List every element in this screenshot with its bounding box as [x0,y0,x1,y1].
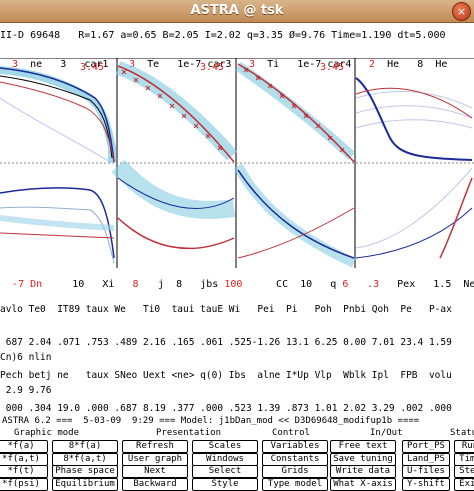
menu-button-f-psi[interactable]: *f(psi) [0,477,48,491]
panel-te [115,61,238,163]
menu-button-port-ps[interactable]: Port_PS [402,440,450,453]
menu-group-graphic: Graphic mode [14,428,80,438]
menu-button-variables[interactable]: Variables [262,440,328,453]
bottom-label-2: j 8 jbs 100 [158,279,243,290]
menu-button-8-f-a-t[interactable]: 8*f(a,t) [52,452,118,466]
menu-button-land-ps[interactable]: Land_PS [402,452,450,466]
menu-button-exit[interactable]: Exit [454,477,474,491]
panel-ne [0,66,116,164]
data-table: avlo Te0 IT89 taux We Ti0 taui tauE Wi P… [0,282,452,425]
panel-he [355,77,473,161]
menu-button-phase-space[interactable]: Phase space [52,465,118,478]
parameter-header: II-D 69648 R=1.67 a=0.65 B=2.05 I=2.02 q… [0,30,446,41]
menu-group-control: Control [272,428,310,438]
plot-title-ti: 3 Ti 1e-7 car4 [249,59,352,70]
menu-button-f-a-t[interactable]: *f(a,t) [0,452,48,466]
menu-button-y-shift[interactable]: Y-shift [402,477,450,491]
menu-button-time[interactable]: Time [454,452,474,466]
profile-plots[interactable] [0,58,474,268]
menu-button-write-data[interactable]: Write data [330,465,396,478]
panel-dn-xi [0,187,115,264]
table-row: Pech betj ne taux SNeo Uext <ne> q(0) Ib… [0,370,452,381]
scale-label-3: 3.45 [320,62,345,73]
menu-button-type-model[interactable]: Type model [262,477,328,491]
control-menu: ASTRA 6.2 === 5-03-09 9:29 === Model: j1… [0,416,474,491]
menu-button-free-text[interactable]: Free text [330,440,396,453]
menu-button-f-a[interactable]: *f(a) [0,440,48,453]
menu-status-line: ASTRA 6.2 === 5-03-09 9:29 === Model: j1… [2,416,420,426]
menu-button-save-tuning[interactable]: Save tuning [330,452,396,466]
scale-label-1: 3.45 [80,62,105,73]
panel-j-jbs [111,159,236,250]
panel-ti [235,61,356,163]
menu-group-status: Status [450,428,474,438]
menu-button-grids[interactable]: Grids [262,465,328,478]
plot-title-ne: 3 ne 3 car1 [12,59,109,70]
window-titlebar[interactable]: ASTRA @ tsk × [0,0,474,23]
menu-button-scales[interactable]: Scales [192,440,258,453]
menu-button-refresh[interactable]: Refresh [122,440,188,453]
console-output: Cn)6 nlin 2.9 9.76 [0,352,52,396]
scale-label-2: 3.45 [200,62,225,73]
menu-group-presentation: Presentation [156,428,222,438]
bottom-label-1: -7 Dn 10 Xi 8 [12,279,139,290]
table-row: 000 .304 19.0 .000 .687 8.19 .377 .000 .… [0,403,452,414]
menu-button-equilibrium[interactable]: Equilibrium [52,477,118,491]
menu-group-inout: In/Out [370,428,403,438]
plot-title-he: 2 He 8 He [369,59,448,70]
menu-button-f-t[interactable]: *f(t) [0,465,48,478]
menu-button-user-graph[interactable]: User graph [122,452,188,466]
menu-button-windows[interactable]: Windows [192,452,258,466]
window-title: ASTRA @ tsk [190,3,284,18]
panel-cc-q [233,163,357,268]
menu-button-run[interactable]: Run [454,440,474,453]
menu-button-next[interactable]: Next [122,465,188,478]
close-icon[interactable]: × [452,2,471,21]
menu-button-backward[interactable]: Backward [122,477,188,491]
menu-button-select[interactable]: Select [192,465,258,478]
plot-title-te: 3 Te 1e-7 car3 [129,59,232,70]
menu-button-8-f-a[interactable]: 8*f(a) [52,440,118,453]
menu-button-step[interactable]: Step [454,465,474,478]
menu-button-constants[interactable]: Constants [262,452,328,466]
menu-button-u-files[interactable]: U-files [402,465,450,478]
table-row: avlo Te0 IT89 taux We Ti0 taui tauE Wi P… [0,304,452,315]
bottom-label-3: CC 10 q 6 [276,279,349,290]
panel-pex-neu [355,167,473,259]
menu-button-style[interactable]: Style [192,477,258,491]
menu-button-what-x-axis[interactable]: What X-axis [330,477,396,491]
table-row: 687 2.04 .071 .753 .489 2.16 .165 .061 .… [0,337,452,348]
bottom-label-4: .3 Pex 1.5 Neu [367,279,474,290]
